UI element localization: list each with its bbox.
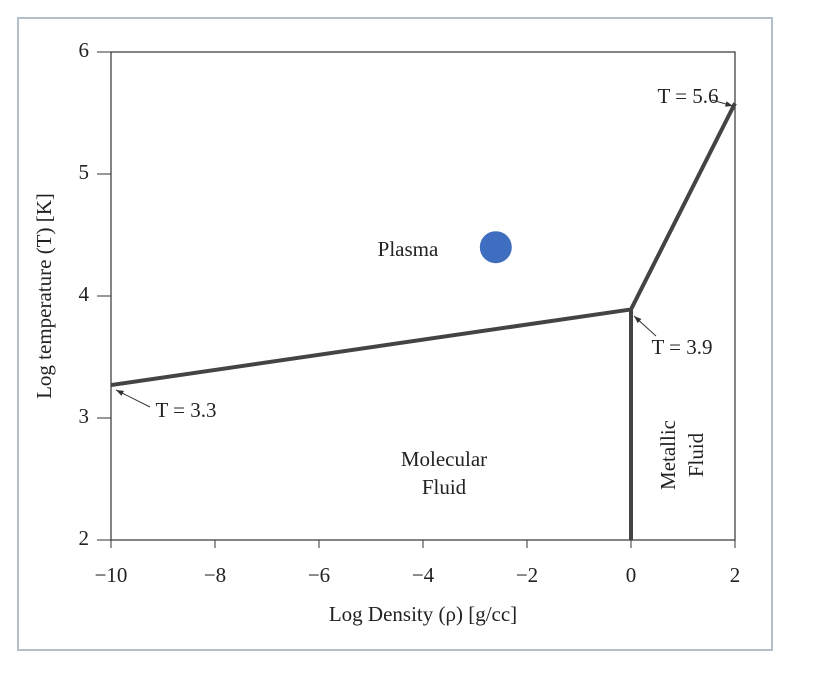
x-tick-label: 0 [626, 563, 637, 587]
x-tick-label: 2 [730, 563, 741, 587]
annotation: T = 3.9 [651, 335, 712, 359]
x-tick-label: −6 [308, 563, 330, 587]
arrow-head [116, 390, 124, 396]
annotation: T = 5.6 [657, 84, 718, 108]
arrow-head [725, 101, 733, 107]
region-label: Molecular [401, 447, 487, 471]
y-tick-label: 5 [79, 160, 90, 184]
x-tick-label: −4 [412, 563, 435, 587]
data-point [479, 231, 512, 264]
region-label: Fluid [684, 432, 708, 477]
arrow-head [634, 316, 642, 324]
y-tick-label: 2 [79, 526, 90, 550]
frame [17, 17, 773, 651]
y-tick-label: 3 [79, 404, 90, 428]
x-tick-label: −2 [516, 563, 538, 587]
region-label: Plasma [378, 237, 439, 261]
x-tick-label: −10 [95, 563, 128, 587]
x-tick-label: −8 [204, 563, 226, 587]
region-label: Fluid [422, 475, 467, 499]
x-axis-label: Log Density (ρ) [g/cc] [329, 602, 517, 626]
region-label: Metallic [656, 420, 680, 490]
y-tick-label: 4 [79, 282, 90, 306]
y-axis-label: Log temperature (T) [K] [32, 193, 56, 399]
y-tick-label: 6 [79, 38, 90, 62]
annotation: T = 3.3 [155, 398, 216, 422]
